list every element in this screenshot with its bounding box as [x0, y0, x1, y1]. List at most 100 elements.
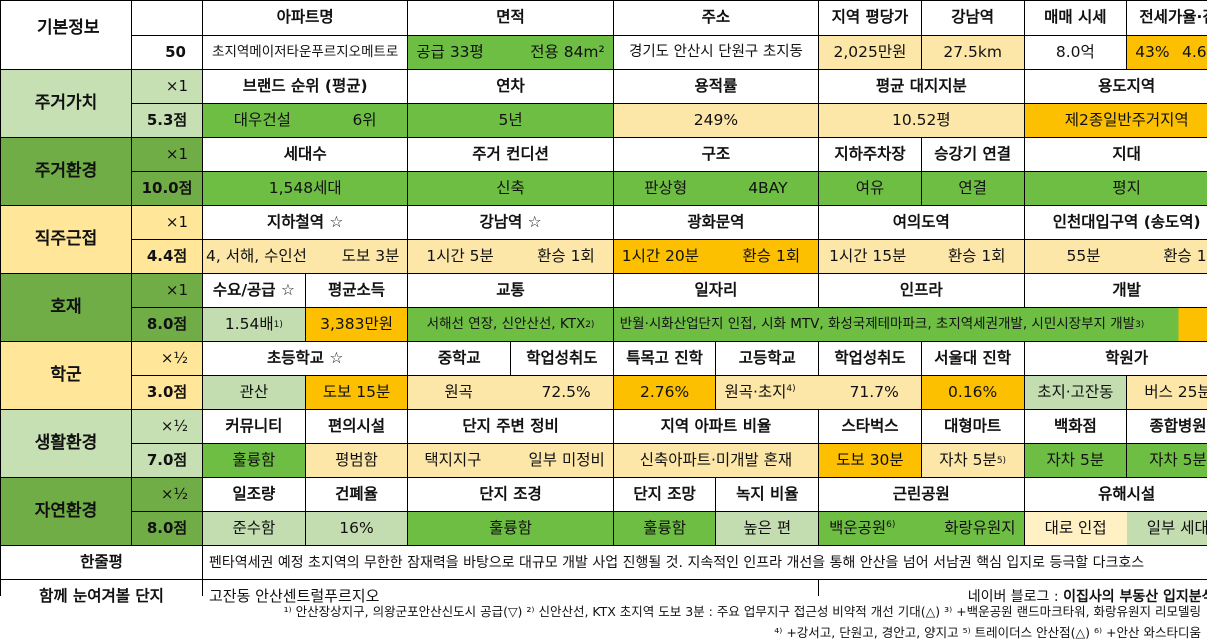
header-elementary: 초등학교 ☆ [203, 342, 408, 375]
header-subway: 지하철역 ☆ [203, 206, 408, 239]
section-score: 10.0점 [132, 172, 202, 205]
subway-lines: 4, 서해, 수인선 [206, 246, 307, 265]
header-avg-income: 평균소득 [305, 274, 408, 307]
blank-cell [132, 1, 202, 35]
gwanghwamun-time: 1시간 20분 [621, 246, 700, 265]
middle-school: 원곡 [444, 382, 473, 401]
floor-area-ratio: 249% [613, 104, 819, 137]
section-title-school: 학군 [1, 342, 131, 409]
section-score: 8.0점 [132, 308, 202, 341]
bay-count: 4BAY [748, 178, 788, 197]
academy-area: 초지·고잔동 [1024, 376, 1127, 409]
footnotes: ¹⁾ 안산장상지구, 의왕군포안산신도시 공급(▽) ²⁾ 신안산선, KTX … [0, 597, 1207, 642]
mart-cell: 자차 5분 5) [921, 444, 1024, 477]
section-title-job-proximity: 직주근접 [1, 206, 131, 273]
sunlight: 준수함 [203, 512, 305, 545]
header-hospital: 종합병원 [1127, 410, 1207, 443]
header-address: 주소 [613, 1, 819, 35]
gangnam-cell: 1시간 5분 환승 1회 [408, 240, 613, 273]
parking: 여유 [819, 172, 921, 205]
zoning: 제2종일반주거지역 [1024, 104, 1207, 137]
park-1-wrap: 백운공원6) [829, 520, 895, 537]
header-amenities: 편의시설 [305, 410, 408, 443]
jobs-infra-dev: 반월·시화산업단지 인접, 시화 MTV, 화성국제테마파크, 초지역세권개발,… [619, 315, 1136, 332]
incheon-transfer: 환승 1회 [1163, 246, 1207, 265]
section-title-residential-value: 주거가치 [1, 70, 131, 137]
mart: 자차 5분 [939, 450, 997, 469]
blog-name: 이집사의 부동산 입지분석! [1063, 588, 1207, 605]
yeouido-transfer: 환승 1회 [947, 246, 1006, 265]
header-supply-demand: 수요/공급 ☆ [203, 274, 305, 307]
yeouido-cell: 1시간 15분 환승 1회 [819, 240, 1024, 273]
area-exclusive: 전용 84m² [530, 42, 605, 61]
high-score: 71.7% [849, 382, 899, 401]
multiplier: ×1 [132, 70, 202, 103]
park-cell: 백운공원6) 화랑유원지 [819, 512, 1024, 545]
header-apt-ratio: 지역 아파트 비율 [613, 410, 819, 443]
header-transport: 교통 [408, 274, 613, 307]
section-title-development: 호재 [1, 274, 131, 341]
high-school-wrap: 원곡·초지4) [724, 382, 795, 401]
gwanghwamun-cell: 1시간 20분 환승 1회 [613, 240, 819, 273]
supply-ratio-cell: 1.54배 1) [203, 308, 305, 341]
hazard-cell: 대로 인접 일부 세대 [1024, 512, 1207, 545]
gangnam-distance: 27.5km [921, 36, 1024, 69]
elementary: 관산 [203, 376, 305, 409]
elementary-walk: 도보 15분 [305, 376, 408, 409]
area-cell: 공급 33평 전용 84m² [408, 36, 613, 69]
elevator: 연결 [921, 172, 1024, 205]
yeouido-time: 1시간 15분 [829, 246, 907, 265]
header-jobs: 일자리 [613, 274, 819, 307]
middle-score: 72.5% [541, 382, 591, 401]
brand-name: 대우건설 [233, 110, 291, 129]
header-high: 고등학교 [716, 342, 819, 375]
section-score: 8.0점 [132, 512, 202, 545]
building-coverage-ratio: 16% [305, 512, 408, 545]
high-school: 원곡·초지 [724, 382, 787, 401]
structure-cell: 판상형 4BAY [613, 172, 819, 205]
park-2: 화랑유원지 [944, 518, 1016, 537]
sale-price: 8.0억 [1024, 36, 1127, 69]
header-sunlight: 일조량 [203, 478, 305, 511]
incheon-cell: 55분 환승 1회 [1024, 240, 1207, 273]
price-per-pyeong: 2,025만원 [819, 36, 921, 69]
subway-cell: 4, 서해, 수인선 도보 3분 [203, 240, 408, 273]
surroundings-cell: 택지지구 일부 미정비 [408, 444, 613, 477]
header-mart: 대형마트 [921, 410, 1024, 443]
multiplier: ×1 [132, 274, 202, 307]
starbucks: 도보 30분 [819, 444, 921, 477]
header-age: 연차 [408, 70, 613, 103]
real-estate-analysis-table: 기본정보 50 아파트명 면적 주소 지역 평당가 강남역 매매 시세 전세가율… [0, 0, 1207, 604]
header-middle-score: 학업성취도 [511, 342, 613, 375]
apt-ratio: 신축아파트·미개발 혼재 [613, 444, 819, 477]
header-gangnam: 강남역 [921, 1, 1024, 35]
header-terrain: 지대 [1024, 138, 1207, 171]
special-hs-rate: 2.76% [613, 376, 716, 409]
jeonse-cell: 43% 4.6억 [1127, 36, 1207, 69]
hazard-1: 대로 인접 [1044, 518, 1107, 537]
header-sale-price: 매매 시세 [1024, 1, 1127, 35]
section-title-residential-env: 주거환경 [1, 138, 131, 205]
header-jeonse-ratio: 전세가율·갭 [1127, 1, 1207, 35]
snu-rate: 0.16% [921, 376, 1024, 409]
households: 1,548세대 [203, 172, 408, 205]
header-land-share: 평균 대지지분 [819, 70, 1024, 103]
summary-text: 펜타역세권 예정 초지역의 무한한 잠재력을 바탕으로 대규모 개발 사업 진행… [203, 546, 1207, 579]
brand-cell: 대우건설 6위 [203, 104, 408, 137]
header-gwanghwamun: 광화문역 [613, 206, 819, 239]
transport-cell: 서해선 연장, 신안산선, KTX 2) [408, 308, 613, 341]
building-age: 5년 [408, 104, 613, 137]
section-title-natural-env: 자연환경 [1, 478, 131, 545]
header-gangnam-station: 강남역 ☆ [408, 206, 613, 239]
compare-value: 고잔동 안산센트럴푸르지오 [203, 580, 819, 613]
dept-store: 자차 5분 [1024, 444, 1127, 477]
multiplier: ×½ [132, 478, 202, 511]
section-score: 3.0점 [132, 376, 202, 409]
structure-type: 판상형 [644, 178, 688, 197]
header-dept-store: 백화점 [1024, 410, 1127, 443]
header-incheon: 인천대입구역 (송도역) [1024, 206, 1207, 239]
footnote-line-2: ⁴⁾ +강서고, 단원고, 경안고, 양지고 ⁵⁾ 트레이더스 안산점(△) ⁶… [774, 625, 1201, 640]
header-infra: 인프라 [819, 274, 1024, 307]
header-surroundings: 단지 주변 정비 [408, 410, 613, 443]
header-high-score: 학업성취도 [819, 342, 921, 375]
